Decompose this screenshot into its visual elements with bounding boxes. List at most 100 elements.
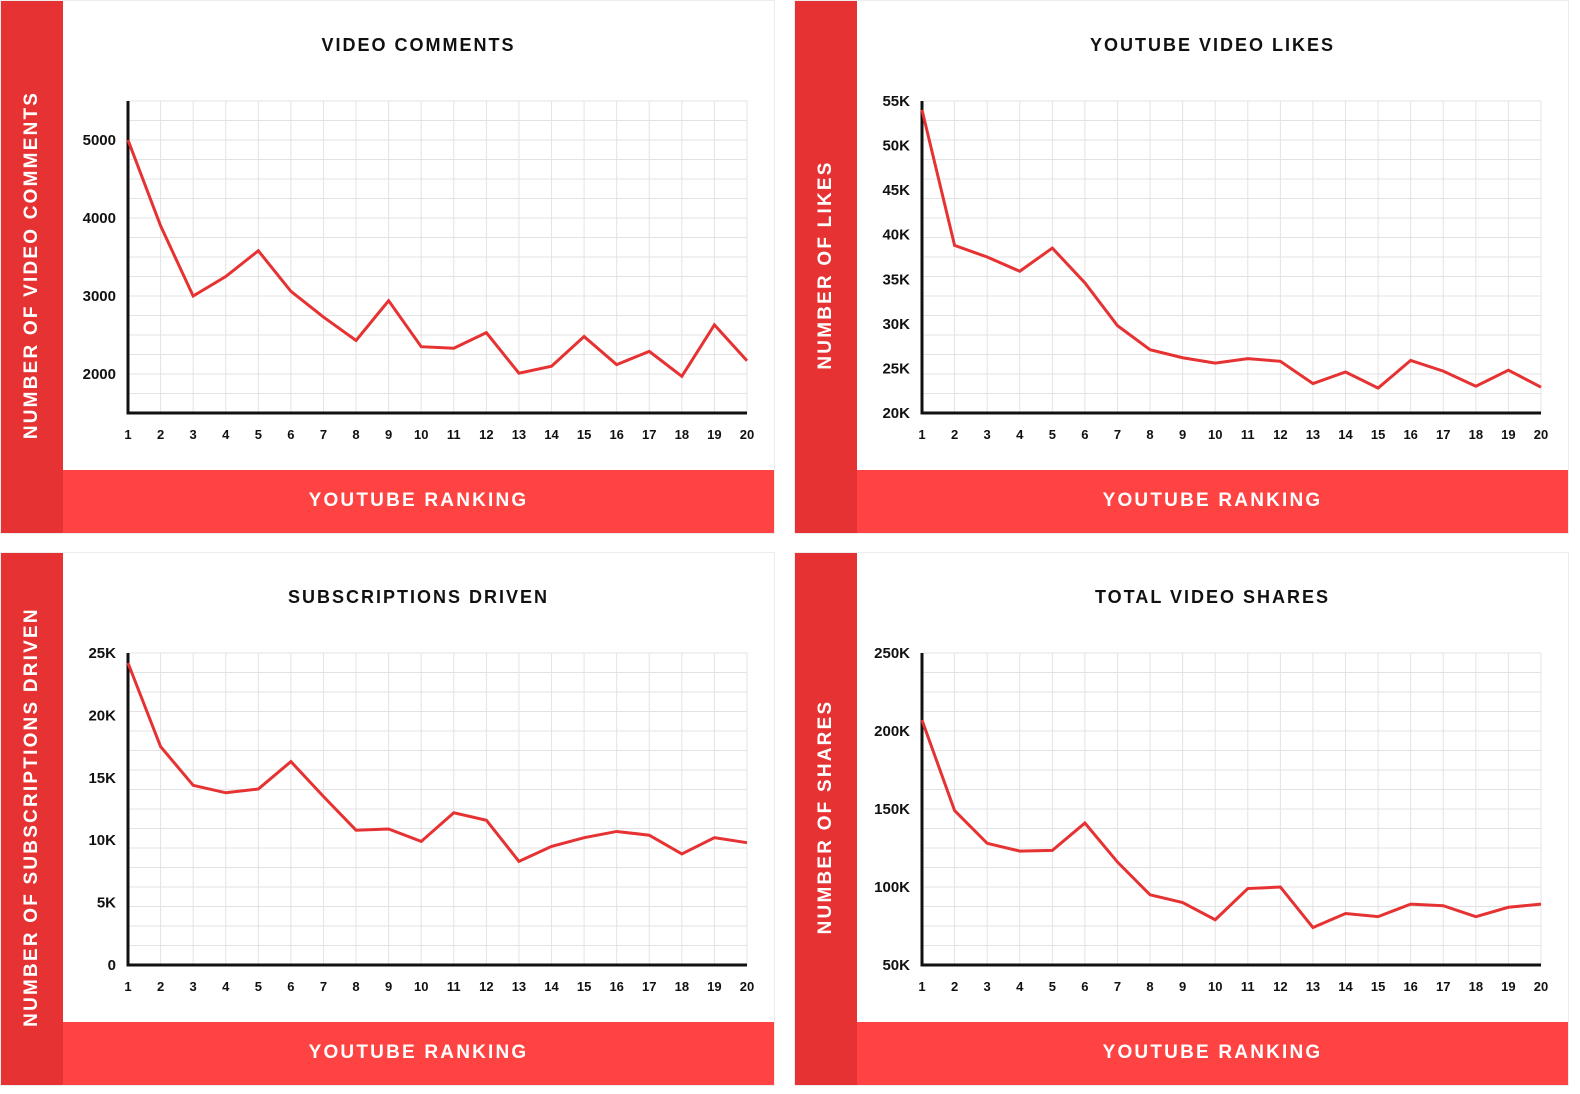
chart-title: YOUTUBE VIDEO LIKES xyxy=(1089,35,1336,55)
x-tick-label: 3 xyxy=(190,979,197,994)
x-tick-label: 17 xyxy=(1436,979,1450,994)
x-tick-label: 13 xyxy=(512,427,526,442)
x-tick-label: 2 xyxy=(157,427,164,442)
chart-title: SUBSCRIPTIONS DRIVEN xyxy=(287,587,550,607)
y-tick-label: 3000 xyxy=(83,288,116,305)
x-axis-label: YOUTUBE RANKING xyxy=(1102,490,1323,511)
x-tick-label: 19 xyxy=(1501,427,1515,442)
chart-title: VIDEO COMMENTS xyxy=(321,35,516,55)
y-tick-label: 4000 xyxy=(83,210,116,227)
x-tick-label: 4 xyxy=(222,427,230,442)
y-tick-label: 30K xyxy=(882,316,910,333)
y-tick-label: 5K xyxy=(97,895,116,912)
y-tick-label: 200K xyxy=(874,723,910,740)
x-tick-label: 10 xyxy=(414,427,428,442)
x-tick-label: 18 xyxy=(1469,979,1483,994)
x-tick-label: 4 xyxy=(222,979,230,994)
x-tick-label: 13 xyxy=(1306,979,1320,994)
x-tick-label: 6 xyxy=(287,979,294,994)
x-tick-label: 16 xyxy=(609,427,623,442)
x-tick-label: 10 xyxy=(1208,979,1222,994)
y-tick-label: 20K xyxy=(88,707,116,724)
x-tick-label: 20 xyxy=(1534,979,1548,994)
y-tick-label: 0 xyxy=(108,957,116,974)
x-tick-label: 12 xyxy=(479,979,493,994)
line-chart: 1 2 3 4 5 6 7 8 9 10 11 12 13 14 15 16 17 18 19 2020K25K30K… xyxy=(882,93,1548,442)
x-tick-label: 14 xyxy=(1338,427,1353,442)
x-tick-label: 8 xyxy=(1146,427,1153,442)
y-tick-label: 50K xyxy=(882,957,910,974)
x-axis-label: YOUTUBE RANKING xyxy=(308,490,529,511)
x-tick-label: 17 xyxy=(1436,427,1450,442)
x-tick-label: 5 xyxy=(255,427,262,442)
x-tick-label: 11 xyxy=(447,427,461,442)
y-tick-label: 2000 xyxy=(83,366,116,383)
x-axis-label: YOUTUBE RANKING xyxy=(308,1042,529,1063)
y-tick-label: 55K xyxy=(882,93,910,110)
line-chart: 1 2 3 4 5 6 7 8 9 10 11 12 13 14 15 16 17 18 19 2005K10K15K… xyxy=(88,645,754,994)
y-tick-label: 20K xyxy=(882,405,910,422)
grid xyxy=(127,652,748,966)
x-tick-label: 2 xyxy=(951,979,958,994)
y-tick-label: 25K xyxy=(882,360,910,377)
grid xyxy=(921,652,1542,966)
x-tick-label: 13 xyxy=(1306,427,1320,442)
y-tick-label: 15K xyxy=(88,770,116,787)
x-tick-label: 6 xyxy=(1081,979,1088,994)
chart-panel-video-comments: NUMBER OF VIDEO COMMENTS VIDEO COMMENTS … xyxy=(0,0,775,534)
grid xyxy=(127,100,748,414)
x-tick-label: 6 xyxy=(287,427,294,442)
x-tick-label: 2 xyxy=(951,427,958,442)
x-tick-label: 11 xyxy=(1241,427,1255,442)
x-axis-band: YOUTUBE RANKING xyxy=(63,470,774,533)
x-tick-label: 12 xyxy=(1273,979,1287,994)
y-tick-label: 250K xyxy=(874,645,910,662)
x-tick-label: 18 xyxy=(675,979,689,994)
x-axis-band: YOUTUBE RANKING xyxy=(857,470,1568,533)
x-axis-band: YOUTUBE RANKING xyxy=(857,1022,1568,1085)
line-chart: 1 2 3 4 5 6 7 8 9 10 11 12 13 14 15 16 17 18 19 20200030004… xyxy=(83,100,754,442)
x-tick-label: 12 xyxy=(479,427,493,442)
x-tick-label: 7 xyxy=(320,427,327,442)
x-tick-label: 19 xyxy=(707,979,721,994)
x-tick-label: 16 xyxy=(1403,427,1417,442)
x-tick-label: 1 xyxy=(918,979,925,994)
x-tick-label: 18 xyxy=(1469,427,1483,442)
x-tick-label: 9 xyxy=(1179,979,1186,994)
x-tick-label: 15 xyxy=(577,979,591,994)
x-tick-label: 5 xyxy=(255,979,262,994)
x-tick-label: 1 xyxy=(124,979,131,994)
y-tick-label: 45K xyxy=(882,182,910,199)
x-tick-label: 14 xyxy=(1338,979,1353,994)
y-tick-label: 25K xyxy=(88,645,116,662)
x-axis-label: YOUTUBE RANKING xyxy=(1102,1042,1323,1063)
x-tick-label: 12 xyxy=(1273,427,1287,442)
x-tick-label: 5 xyxy=(1049,979,1056,994)
x-tick-label: 4 xyxy=(1016,427,1024,442)
x-tick-label: 8 xyxy=(1146,979,1153,994)
x-tick-label: 17 xyxy=(642,979,656,994)
x-tick-label: 8 xyxy=(352,427,359,442)
x-tick-label: 11 xyxy=(1241,979,1255,994)
y-axis-band: NUMBER OF LIKES xyxy=(795,1,857,533)
x-tick-label: 18 xyxy=(675,427,689,442)
x-tick-label: 10 xyxy=(414,979,428,994)
x-axis-band: YOUTUBE RANKING xyxy=(63,1022,774,1085)
y-tick-label: 10K xyxy=(88,832,116,849)
x-tick-label: 16 xyxy=(1403,979,1417,994)
x-tick-label: 4 xyxy=(1016,979,1024,994)
x-tick-label: 9 xyxy=(385,427,392,442)
x-tick-label: 8 xyxy=(352,979,359,994)
y-axis-band: NUMBER OF SUBSCRIPTIONS DRIVEN xyxy=(1,553,63,1085)
y-axis-band: NUMBER OF VIDEO COMMENTS xyxy=(1,1,63,533)
x-tick-label: 7 xyxy=(1114,427,1121,442)
y-tick-label: 50K xyxy=(882,138,910,155)
series-line xyxy=(920,109,1542,390)
y-tick-label: 150K xyxy=(874,801,910,818)
x-tick-label: 15 xyxy=(577,427,591,442)
x-tick-label: 20 xyxy=(1534,427,1548,442)
x-tick-label: 17 xyxy=(642,427,656,442)
x-tick-label: 6 xyxy=(1081,427,1088,442)
